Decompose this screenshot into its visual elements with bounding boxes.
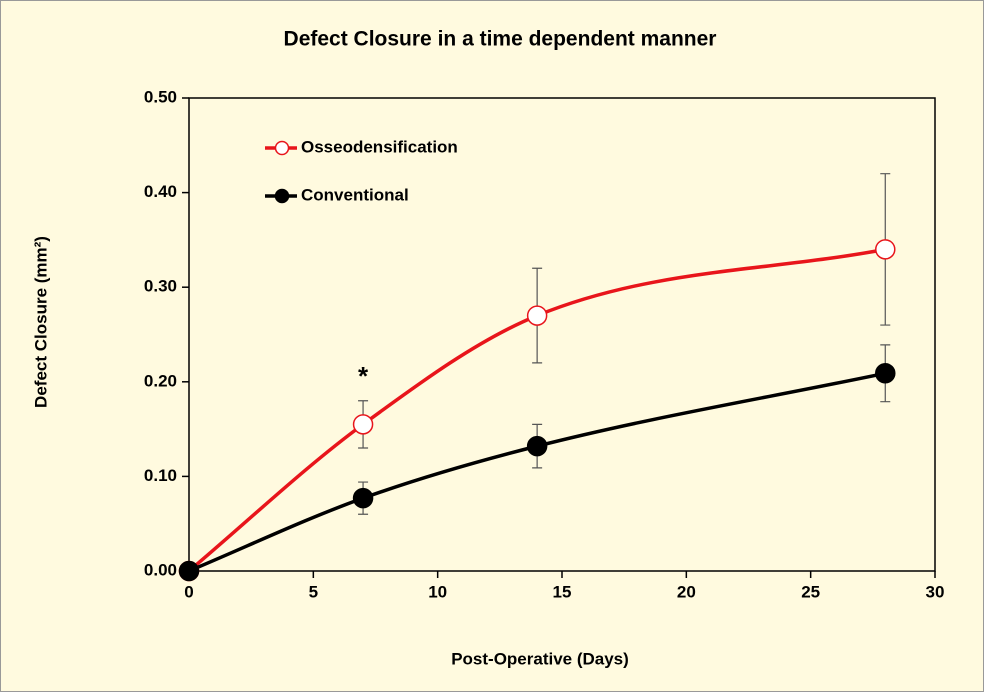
y-tick-label: 0.40 [144,182,177,201]
x-tick-label: 20 [677,582,696,601]
x-tick-label: 30 [926,582,945,601]
y-tick-label: 0.10 [144,466,177,485]
annotation: * [358,361,369,391]
legend-label: Osseodensification [301,137,458,156]
x-tick-label: 10 [428,582,447,601]
series-line [188,371,886,573]
y-tick-label: 0.50 [144,87,177,106]
y-axis-label: Defect Closure (mm²) [31,236,50,408]
series-line [187,247,886,573]
x-tick-label: 5 [309,582,318,601]
marker [352,414,374,435]
marker [875,363,896,384]
legend-label: Conventional [301,185,409,204]
marker [178,560,200,582]
legend-marker [274,140,290,156]
y-tick-label: 0.30 [144,277,177,296]
y-tick-label: 0.00 [144,560,177,579]
x-tick-label: 0 [184,582,193,601]
x-tick-label: 25 [801,582,820,601]
chart-title: Defect Closure in a time dependent manne… [284,28,717,51]
marker [526,305,548,326]
y-tick-label: 0.20 [144,371,177,390]
x-tick-label: 15 [553,582,572,601]
x-axis-label: Post-Operative (Days) [451,649,629,668]
marker [526,435,548,457]
legend-marker [274,188,290,204]
marker [875,239,896,260]
marker [352,487,374,509]
